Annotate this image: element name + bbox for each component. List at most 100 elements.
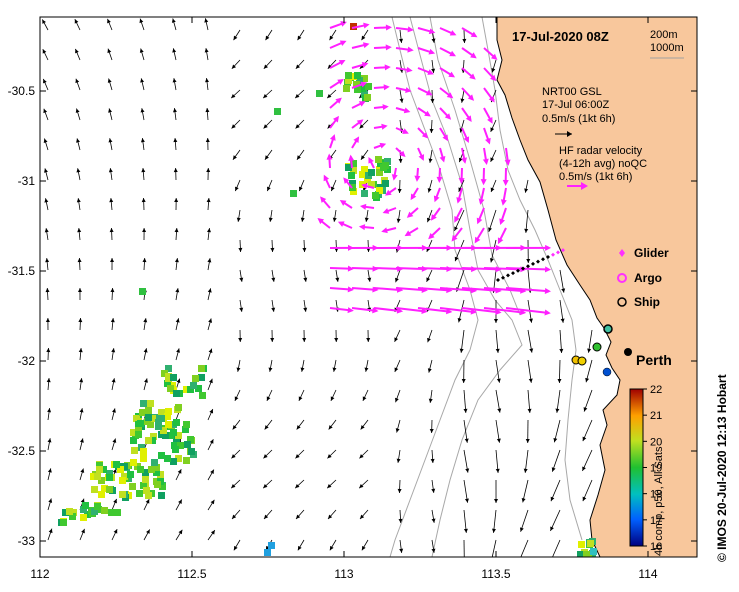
sst-pixel <box>184 441 191 448</box>
radar-arrow <box>317 218 331 229</box>
sst-pixel <box>160 427 167 434</box>
model-arrow <box>294 89 305 99</box>
radar-arrow <box>417 107 431 117</box>
model-arrow <box>523 449 529 473</box>
model-scale-arrow <box>555 131 572 137</box>
sst-pixel <box>135 427 142 434</box>
sst-pixel <box>135 431 142 438</box>
sst-pixel <box>198 374 205 381</box>
sst-pixel <box>80 514 87 521</box>
x-tick-label: 113 <box>334 567 353 581</box>
argo-float[interactable] <box>592 342 602 352</box>
radar-arrow <box>454 207 463 223</box>
ship-marker[interactable] <box>624 348 632 356</box>
model-arrow <box>431 509 436 523</box>
model-arrow <box>107 48 113 61</box>
sst-pixel <box>149 437 156 444</box>
colorbar-tick-label: 17 <box>650 515 662 527</box>
model-arrow <box>231 59 241 70</box>
model-arrow <box>109 227 114 241</box>
radar-arrow <box>417 27 436 35</box>
model-arrow <box>295 59 305 70</box>
sst-pixel <box>199 392 206 399</box>
model-arrow <box>204 18 209 31</box>
radar-arrow <box>348 154 355 169</box>
sst-pixel <box>345 164 352 171</box>
model-source-label: NRT00 GSL <box>542 86 602 98</box>
glider-position <box>531 261 535 266</box>
sst-pixel <box>188 448 195 455</box>
x-tick-label: 114 <box>638 567 657 581</box>
legend-glider: Glider <box>619 246 669 260</box>
sst-pixel <box>195 385 202 392</box>
model-arrow <box>239 269 244 282</box>
model-arrow <box>459 329 465 353</box>
sst-pixel <box>590 548 597 555</box>
glider-legend-icon <box>619 249 625 257</box>
sst-pixel <box>158 431 165 438</box>
radar-arrow <box>382 207 397 214</box>
model-arrow <box>332 359 337 372</box>
sst-pixel <box>145 407 152 414</box>
model-arrow <box>326 479 337 489</box>
model-arrow <box>302 239 307 253</box>
radar-arrow <box>417 87 433 96</box>
sst-pixel <box>372 192 379 199</box>
model-arrow <box>175 318 180 331</box>
sst-pixel <box>158 415 165 422</box>
radar-arrow <box>329 97 342 109</box>
sst-pixel <box>165 408 172 415</box>
sst-pixel <box>101 507 108 514</box>
radar-arrow <box>320 196 331 209</box>
sst-pixel <box>140 400 147 407</box>
sst-pixel <box>376 169 383 176</box>
argo-float[interactable] <box>602 367 612 377</box>
model-arrow <box>143 529 151 541</box>
sst-pixel <box>368 181 375 188</box>
radar-arrow <box>428 227 441 240</box>
sst-pixel <box>375 156 382 163</box>
sst-pixel <box>384 158 391 165</box>
model-arrow <box>47 528 53 541</box>
sst-pixel <box>350 167 357 174</box>
model-arrow <box>44 198 49 211</box>
model-arrow <box>395 389 401 403</box>
legend-argo: Argo <box>617 271 662 285</box>
model-arrow <box>139 18 145 31</box>
radar-arrow <box>329 286 354 293</box>
argo-float[interactable] <box>603 324 613 334</box>
model-arrow <box>429 119 434 134</box>
model-arrow <box>45 258 50 271</box>
model-arrow <box>141 197 146 211</box>
model-arrow <box>207 378 213 391</box>
model-arrow <box>264 149 273 160</box>
glider-position <box>541 257 545 262</box>
model-arrow <box>78 317 83 331</box>
radar-arrow <box>395 66 413 73</box>
model-time-label: 17-Jul 06:00Z <box>542 99 610 111</box>
sst-pixel <box>148 466 155 473</box>
model-arrow <box>111 528 118 541</box>
model-arrow <box>77 257 82 271</box>
model-arrow <box>79 528 85 541</box>
model-arrow <box>454 239 465 262</box>
argo-float[interactable] <box>577 356 587 366</box>
model-arrow <box>295 119 305 129</box>
radar-arrow <box>326 153 333 169</box>
radar-arrow <box>329 265 354 272</box>
radar-arrow <box>504 147 511 166</box>
model-arrow <box>327 509 337 520</box>
model-arrow <box>206 198 211 211</box>
sst-pixel <box>91 486 98 493</box>
model-arrow <box>361 539 369 551</box>
sst-pixel <box>113 461 120 468</box>
model-arrow <box>204 48 209 61</box>
colorbar-tick-label: 19 <box>650 463 662 475</box>
model-arrow <box>206 167 211 181</box>
model-arrow <box>207 529 216 541</box>
model-arrow <box>359 119 369 129</box>
model-arrow <box>207 469 215 481</box>
sst-pixel <box>158 492 165 499</box>
model-arrow <box>495 419 501 443</box>
model-arrow <box>139 48 145 61</box>
